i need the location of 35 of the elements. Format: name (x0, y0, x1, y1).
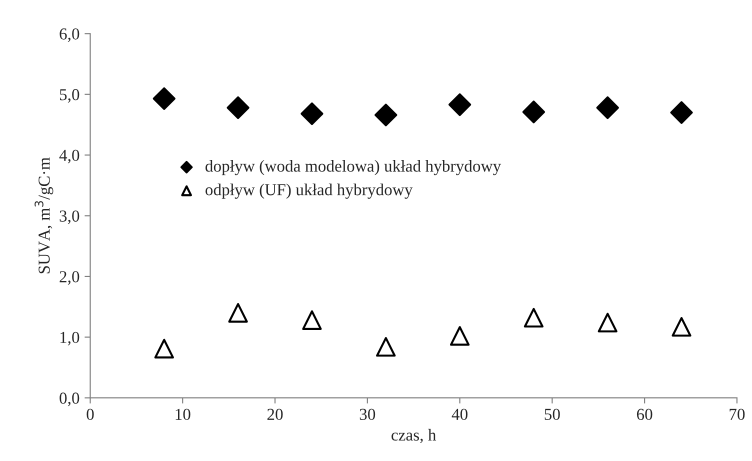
x-tick-label: 60 (636, 408, 652, 420)
point (670, 101, 693, 124)
x-tick-label: 0 (86, 408, 94, 420)
y-axis-title: SUVA, m$^{3}$/gC·m (34, 157, 54, 274)
point (522, 100, 546, 124)
x-tick-label: 10 (176, 408, 190, 420)
point (524, 308, 544, 328)
x-tick-label: 20 (267, 408, 283, 420)
point (448, 93, 472, 116)
point (300, 102, 324, 126)
point (376, 337, 396, 357)
x-tick-label: 50 (544, 408, 560, 420)
x-tick-label: 30 (360, 408, 376, 420)
y-tick-label: 3,0 (60, 210, 80, 224)
point (598, 312, 618, 332)
y-tick-label: 5,0 (60, 89, 80, 103)
point (302, 310, 322, 330)
y-tick-label: 2,0 (60, 271, 80, 285)
point (596, 96, 619, 120)
point (152, 87, 176, 110)
y-tick-label: 0,0 (60, 392, 80, 406)
point (374, 104, 398, 126)
x-axis-title: czas, h (392, 428, 436, 444)
point (154, 338, 174, 359)
y-tick-label: 1,0 (60, 332, 80, 346)
y-tick-label: 6,0 (60, 28, 80, 42)
legend-label: dopływ (woda modelowa) układ hybrydowy (206, 160, 502, 176)
point (672, 316, 692, 337)
point (450, 326, 470, 346)
point (228, 303, 248, 323)
legend-label: odpływ (UF) układ hybrydowy (206, 184, 413, 199)
y-tick-label: 4,0 (59, 150, 80, 164)
x-tick-label: 40 (452, 408, 468, 420)
x-tick-label: 70 (730, 408, 745, 420)
point (226, 96, 250, 120)
